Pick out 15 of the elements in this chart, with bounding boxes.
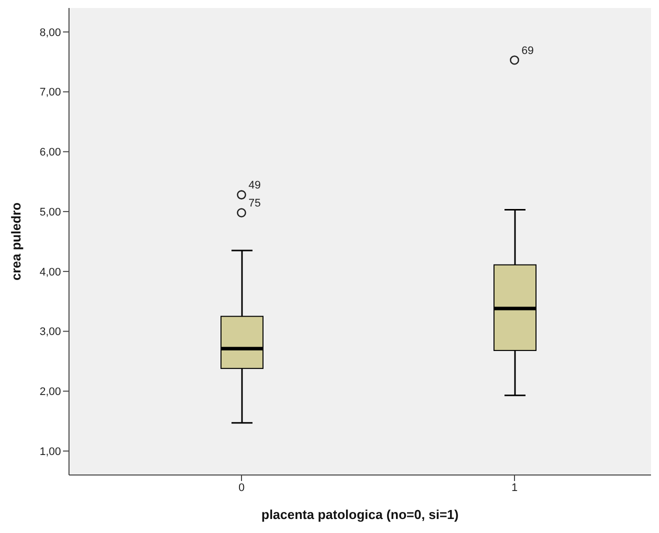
x-tick-label: 1	[511, 482, 518, 494]
x-tick-label: 0	[238, 482, 245, 494]
annotation: 69	[522, 44, 534, 57]
y-tick-label: 6,00	[40, 146, 61, 159]
y-tick-label: 7,00	[40, 86, 61, 99]
x-axis-title: placenta patologica (no=0, si=1)	[261, 507, 459, 522]
y-tick-label: 3,00	[40, 326, 61, 338]
annotation: 75	[248, 198, 261, 210]
y-axis-title: crea puledro	[8, 202, 24, 281]
annotation: 49	[248, 180, 261, 192]
y-tick-label: 5,00	[40, 206, 61, 218]
y-tick-label: 4,00	[40, 266, 61, 278]
y-tick-label: 2,00	[40, 386, 61, 398]
y-tick-label: 1,00	[40, 446, 61, 458]
y-tick-label: 8,00	[40, 26, 61, 39]
